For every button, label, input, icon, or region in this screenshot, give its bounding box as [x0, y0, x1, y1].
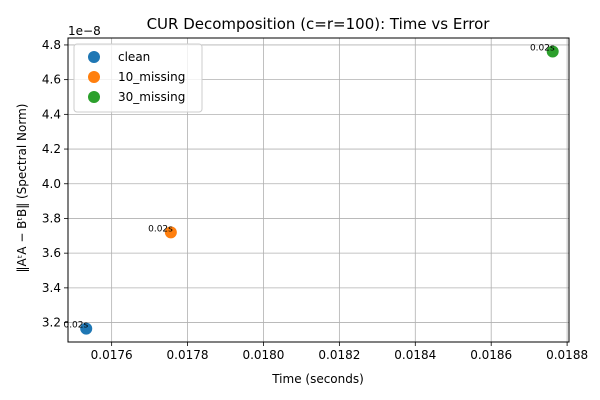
scatter-point-clean	[80, 322, 93, 335]
y-tick-label: 3.2	[42, 316, 61, 330]
y-tick-label: 4.2	[42, 142, 61, 156]
y-tick-label: 4.0	[42, 177, 61, 191]
plot-frame	[67, 37, 570, 343]
x-axis-label: Time (seconds)	[271, 372, 364, 386]
y-tick-label: 4.6	[42, 73, 61, 87]
scatter-point-30_missing	[546, 45, 559, 58]
legend-label-30_missing: 30_missing	[118, 90, 185, 104]
legend-marker-clean	[88, 51, 100, 63]
y-tick-label: 3.6	[42, 246, 61, 260]
y-tick-label: 3.4	[42, 281, 61, 295]
y-tick-label: 4.8	[42, 38, 61, 52]
point-annotation-clean: 0.02s	[63, 321, 88, 331]
legend-marker-30_missing	[88, 91, 100, 103]
data-points	[80, 45, 559, 335]
x-tick-label: 0.0186	[470, 348, 512, 362]
legend: clean 10_missing 30_missing	[73, 43, 203, 113]
x-axis-ticks: 0.0176 0.0178 0.0180 0.0182 0.0184 0.0186 0.01…	[91, 342, 588, 362]
x-tick-label: 0.0182	[318, 348, 360, 362]
x-tick-label: 0.0184	[394, 348, 436, 362]
x-tick-label: 0.0188	[546, 348, 588, 362]
y-axis-ticks: 3.2 3.4 3.6 3.8 4.0 4.2 4.4 4.6 4.8	[42, 38, 68, 330]
y-axis-label: ‖AᵗA − BᵗB‖ (Spectral Norm)	[15, 104, 29, 273]
y-tick-label: 4.4	[42, 107, 61, 121]
legend-label-10_missing: 10_missing	[118, 70, 185, 84]
legend-marker-10_missing	[88, 71, 100, 83]
x-tick-label: 0.0178	[167, 348, 209, 362]
data-annotations: 0.02s 0.02s 0.02s	[63, 44, 555, 331]
x-tick-label: 0.0180	[242, 348, 284, 362]
y-tick-label: 3.8	[42, 211, 61, 225]
x-tick-label: 0.0176	[91, 348, 133, 362]
grid-lines	[68, 38, 569, 342]
chart-title: CUR Decomposition (c=r=100): Time vs Err…	[147, 15, 491, 33]
point-annotation-10_missing: 0.02s	[148, 224, 173, 234]
legend-box	[73, 43, 203, 113]
legend-label-clean: clean	[118, 50, 150, 64]
point-annotation-30_missing: 0.02s	[530, 44, 555, 54]
scatter-point-10_missing	[164, 226, 177, 239]
y-axis-offset-text: 1e−8	[68, 24, 101, 38]
